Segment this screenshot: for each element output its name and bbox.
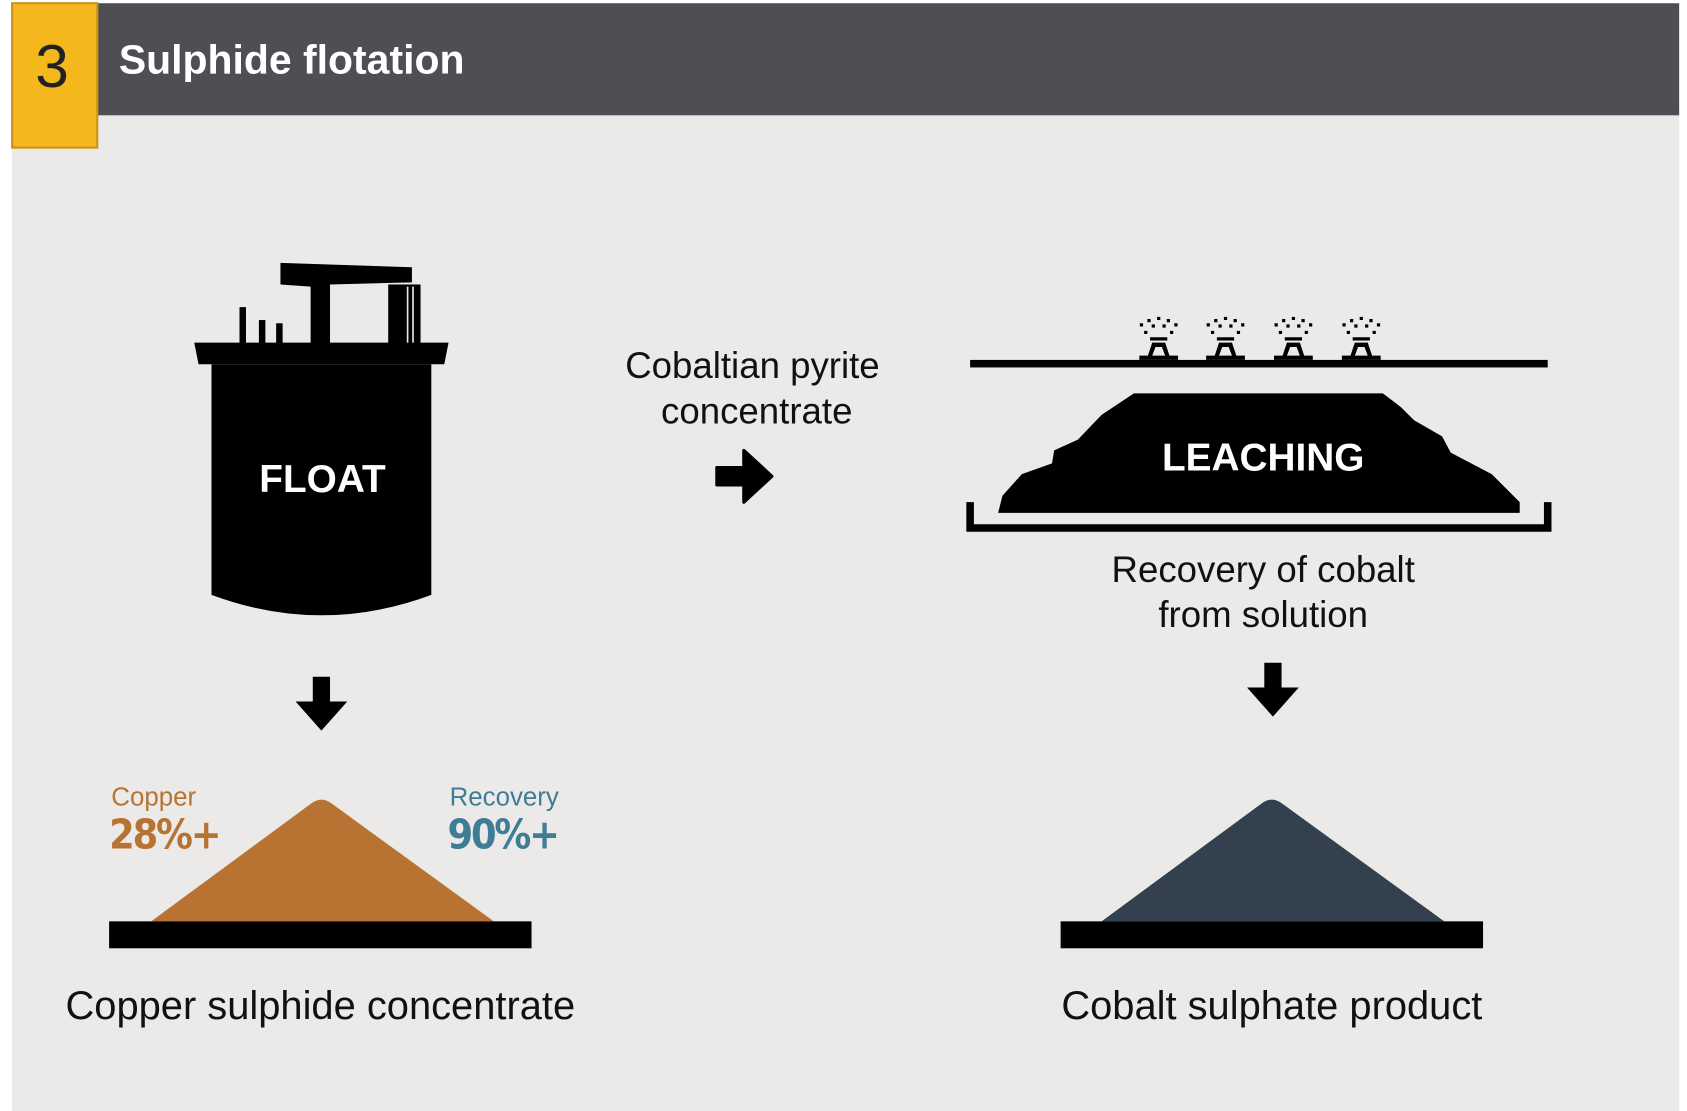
float-label: FLOAT <box>259 458 386 501</box>
tank-pipes <box>406 286 414 343</box>
copper-label: Copper <box>111 783 196 811</box>
cobalt-product: Cobalt sulphate product <box>1061 984 1482 1028</box>
leach-heap <box>998 393 1520 513</box>
sprinkler <box>1139 316 1179 360</box>
pile-base <box>1060 921 1484 949</box>
pile-base <box>109 921 532 949</box>
sprinkler-pipe <box>970 359 1548 368</box>
leaching-label: LEACHING <box>1162 436 1365 479</box>
arrow-down <box>295 676 348 731</box>
panel <box>12 107 1680 1111</box>
leach-tray <box>966 502 1552 532</box>
sprinkler <box>1206 316 1245 360</box>
intermediate-line: Cobaltian pyrite <box>625 345 879 386</box>
copper-product: Copper sulphide concentrate <box>65 984 575 1028</box>
cobalt-pile <box>1101 799 1445 922</box>
recovery-value: 90%+ <box>447 810 557 858</box>
header-bar <box>97 3 1680 116</box>
copper-pile <box>151 799 494 922</box>
sprinklers <box>1139 316 1381 360</box>
leaching-caption: from solution <box>1158 594 1368 635</box>
intermediate-line: concentrate <box>661 390 852 431</box>
step-box <box>11 2 99 149</box>
float-tank <box>194 262 449 616</box>
sprinkler <box>1273 316 1313 360</box>
arrow-right <box>715 448 774 504</box>
recovery-label: Recovery <box>450 783 559 811</box>
leaching-caption: Recovery of cobalt <box>1112 549 1415 590</box>
step-number: 3 <box>35 32 69 100</box>
copper-value: 28%+ <box>109 810 219 858</box>
arrow-down <box>1247 662 1299 717</box>
header-title: Sulphide flotation <box>119 36 465 82</box>
sprinkler <box>1341 316 1381 360</box>
